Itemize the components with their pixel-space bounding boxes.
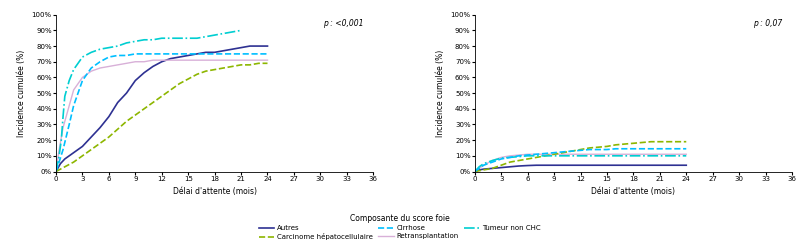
Text: p : 0,07: p : 0,07 <box>754 19 782 28</box>
X-axis label: Délai d'attente (mois): Délai d'attente (mois) <box>591 187 675 196</box>
X-axis label: Délai d'attente (mois): Délai d'attente (mois) <box>173 187 257 196</box>
Y-axis label: Incidence cumulée (%): Incidence cumulée (%) <box>436 49 445 137</box>
Y-axis label: Incidence cumulée (%): Incidence cumulée (%) <box>17 49 26 137</box>
Legend: Autres, Carcinome hépatocellulaire, Cirrhose, Retransplantation, Tumeur non CHC: Autres, Carcinome hépatocellulaire, Cirr… <box>258 213 542 242</box>
Text: p : <0,001: p : <0,001 <box>323 19 364 28</box>
